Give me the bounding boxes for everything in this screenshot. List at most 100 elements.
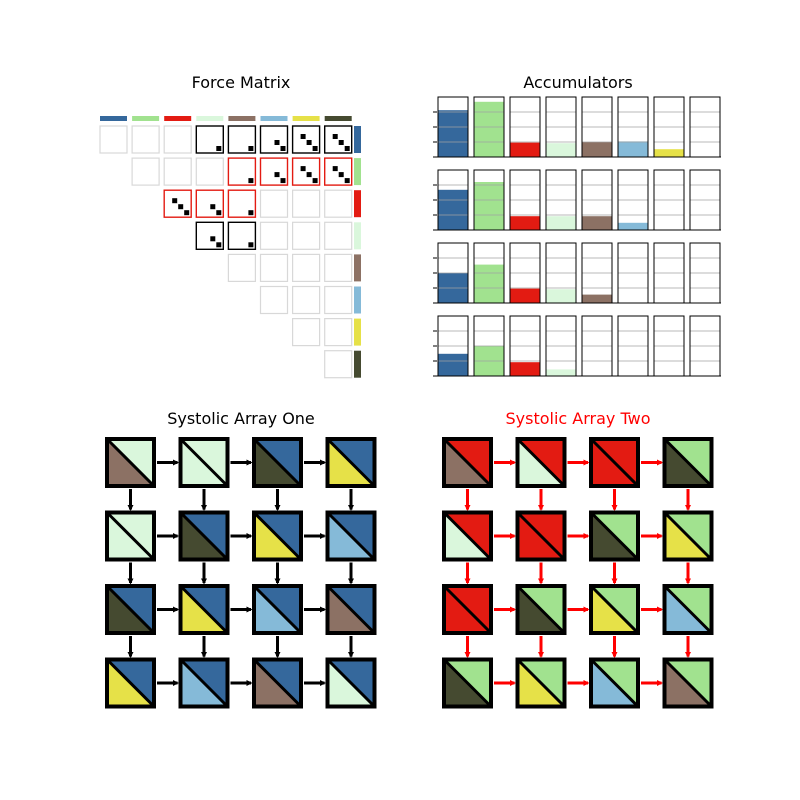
systolic-cell-diagonal (589, 511, 640, 561)
force-cell-mark (344, 178, 350, 184)
systolic-cell-diagonal (252, 437, 303, 488)
systolic-cell (589, 437, 640, 488)
force-cell (292, 285, 321, 315)
systolic-cell-diagonal (105, 584, 156, 635)
systolic-cell-diagonal (442, 658, 493, 708)
systolic-array-one (105, 437, 377, 709)
force-header-color-bar (292, 116, 320, 121)
force-cell-mark (280, 146, 286, 151)
accumulator-fill (618, 141, 648, 157)
force-header-color-bar (196, 116, 224, 121)
force-cell-mark (248, 146, 254, 151)
force-cell (324, 221, 353, 250)
systolic-cell-diagonal (516, 511, 566, 561)
force-cell-mark (338, 140, 344, 145)
systolic-cell (178, 657, 230, 709)
accumulator-box-outline (473, 169, 505, 231)
force-cell (292, 221, 321, 250)
systolic-cell-diagonal (179, 511, 229, 561)
systolic-cell (105, 510, 156, 562)
systolic-cell (252, 657, 303, 709)
force-cell-mark (248, 178, 254, 184)
accumulator-box-outline (473, 315, 505, 377)
accumulator-box-outline (473, 96, 505, 158)
force-row-color-bar (354, 350, 361, 378)
accumulator-box-outline (509, 96, 541, 158)
force-cell (324, 350, 353, 379)
force-cell (163, 157, 192, 186)
accumulator-box-outline (689, 96, 721, 158)
systolic-cell-diagonal (663, 511, 713, 561)
force-matrix (99, 116, 361, 379)
force-cell-mark (210, 204, 216, 210)
accumulator-box-outline (437, 242, 469, 304)
accumulator-fill (582, 142, 612, 157)
force-cell (227, 253, 256, 282)
force-cell-mark (172, 198, 178, 204)
force-cell-mark (306, 140, 312, 145)
systolic-cell-diagonal (105, 511, 156, 561)
force-cell (324, 318, 353, 347)
force-cell (292, 318, 321, 347)
systolic-array-two-title: Systolic Array Two (506, 409, 651, 428)
force-cell-mark (332, 166, 338, 172)
force-cell-mark (210, 236, 216, 242)
systolic-cell (515, 510, 567, 562)
force-cell-mark (344, 146, 350, 151)
systolic-array-two (442, 437, 714, 709)
force-cell (227, 125, 257, 154)
accumulator-box-outline (653, 242, 685, 304)
force-header-color-bar (100, 116, 127, 121)
force-row-color-bar (354, 222, 361, 250)
accumulator-box-outline (617, 315, 649, 377)
systolic-cell-diagonal (105, 658, 156, 708)
systolic-cell-diagonal (252, 511, 303, 561)
systolic-cell-diagonal (516, 437, 566, 488)
systolic-cell (325, 584, 377, 635)
force-cell (292, 253, 321, 282)
force-header-color-bar (132, 116, 160, 121)
accumulator-fill (546, 289, 576, 303)
systolic-cell (442, 657, 493, 709)
force-cell-mark (178, 204, 184, 210)
systolic-cell (178, 584, 230, 635)
accumulator-box-outline (689, 242, 721, 304)
accumulator-box-outline (689, 315, 721, 377)
systolic-cell-diagonal (663, 437, 713, 488)
accumulator-box-outline (437, 315, 469, 377)
accumulator-box-outline (581, 96, 613, 158)
accumulator-box-outline (581, 242, 613, 304)
force-cell (195, 189, 225, 218)
systolic-cell-diagonal (442, 437, 493, 488)
force-cell-mark (306, 172, 312, 178)
systolic-cell-diagonal (516, 584, 566, 635)
force-cell-mark (248, 210, 254, 216)
accumulator-fill (546, 369, 576, 376)
force-cell (259, 285, 289, 315)
systolic-cell (105, 657, 156, 709)
force-cell (131, 125, 160, 154)
force-header-color-bar (324, 116, 352, 121)
force-cell-mark (332, 134, 338, 139)
systolic-cell (105, 437, 156, 488)
systolic-cell-diagonal (589, 437, 640, 488)
systolic-cell (589, 657, 640, 709)
accumulator-box-outline (545, 242, 577, 304)
accumulator-fill (474, 101, 504, 157)
accumulator-fill (618, 222, 648, 230)
force-cell (163, 125, 192, 154)
systolic-cell (325, 510, 377, 562)
force-cell (131, 157, 160, 186)
systolic-cell (442, 510, 493, 562)
systolic-cell (442, 584, 493, 635)
accumulators-title: Accumulators (523, 73, 632, 92)
accumulator-box-outline (437, 169, 469, 231)
force-cell-mark (248, 242, 254, 248)
systolic-array-one-title: Systolic Array One (167, 409, 315, 428)
force-cell-mark (300, 134, 306, 139)
accumulator-box-outline (581, 315, 613, 377)
force-row-color-bar (354, 126, 361, 153)
accumulator-box-outline (509, 169, 541, 231)
accumulator-fill (438, 353, 468, 376)
force-header-color-bar (260, 116, 288, 121)
